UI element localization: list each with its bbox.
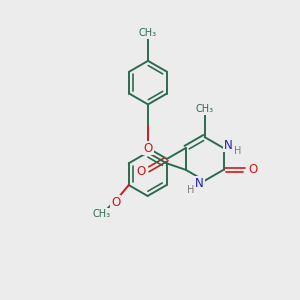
Text: CH₃: CH₃ (93, 209, 111, 219)
Text: CH₃: CH₃ (139, 28, 157, 38)
Text: N: N (195, 177, 204, 190)
Text: CH₃: CH₃ (196, 104, 214, 114)
Text: N: N (224, 139, 233, 152)
Text: O: O (136, 165, 146, 178)
Text: O: O (143, 142, 153, 154)
Text: H: H (234, 146, 241, 156)
Text: H: H (187, 184, 194, 195)
Text: O: O (111, 196, 121, 208)
Text: O: O (249, 163, 258, 176)
